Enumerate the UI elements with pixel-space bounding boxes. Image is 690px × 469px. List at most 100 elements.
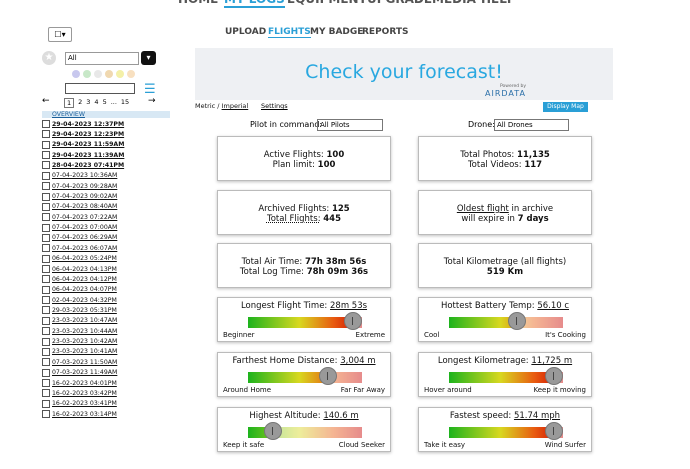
- checkbox[interactable]: [42, 316, 50, 325]
- log-item[interactable]: 29-04-2023 12:23PM: [42, 130, 124, 139]
- log-item[interactable]: 29-03-2023 05:31PM: [42, 306, 117, 315]
- gauge-knob[interactable]: [544, 367, 563, 385]
- log-item[interactable]: 16-02-2023 03:41PM: [42, 399, 117, 408]
- gauge-knob[interactable]: [544, 422, 563, 440]
- sub-nav-item[interactable]: UPLOAD: [225, 27, 267, 37]
- display-map-button[interactable]: Display Map: [543, 102, 588, 112]
- log-item[interactable]: 07-04-2023 08:40AM: [42, 202, 117, 211]
- page-link[interactable]: 3: [86, 98, 91, 106]
- checkbox[interactable]: [42, 389, 50, 398]
- checkbox[interactable]: [42, 130, 50, 139]
- log-item[interactable]: 23-03-2023 10:47AM: [42, 316, 117, 325]
- log-item[interactable]: 06-04-2023 05:24PM: [42, 254, 117, 263]
- checkbox[interactable]: [42, 296, 50, 305]
- log-item[interactable]: 29-04-2023 11:39AM: [42, 151, 124, 160]
- top-nav-item[interactable]: HOME: [178, 0, 218, 6]
- checkbox[interactable]: [42, 399, 50, 408]
- checkbox[interactable]: [42, 254, 50, 263]
- log-item[interactable]: 29-04-2023 12:37PM: [42, 120, 124, 128]
- search-input[interactable]: [65, 83, 135, 94]
- log-item[interactable]: 16-02-2023 04:01PM: [42, 379, 117, 387]
- checkbox[interactable]: [42, 379, 50, 387]
- checkbox[interactable]: [42, 275, 50, 284]
- checkbox[interactable]: [42, 306, 50, 315]
- checkbox[interactable]: [42, 368, 50, 377]
- log-item[interactable]: 06-04-2023 04:12PM: [42, 275, 117, 284]
- checkbox[interactable]: [42, 347, 50, 356]
- log-item[interactable]: 02-04-2023 04:32PM: [42, 296, 117, 305]
- log-item[interactable]: 07-03-2023 11:49AM: [42, 368, 117, 377]
- log-item[interactable]: 07-04-2023 09:28AM: [42, 182, 117, 191]
- stat-value: 78h 09m 36s: [306, 266, 369, 277]
- log-item[interactable]: 23-03-2023 10:41AM: [42, 347, 117, 356]
- page-link[interactable]: 1: [64, 98, 75, 108]
- page-link[interactable]: 4: [94, 98, 99, 106]
- next-arrow[interactable]: →: [148, 96, 156, 106]
- log-item[interactable]: 07-04-2023 06:29AM: [42, 233, 117, 242]
- checkbox[interactable]: [42, 171, 50, 180]
- top-nav-item[interactable]: UPGRADE: [367, 0, 432, 6]
- link[interactable]: Oldest flight: [456, 204, 509, 214]
- page-link[interactable]: ...: [110, 98, 117, 106]
- gauge-knob[interactable]: [264, 422, 283, 440]
- checkbox[interactable]: [42, 192, 50, 201]
- sub-nav-item[interactable]: MY BADGE: [310, 27, 364, 37]
- checkbox[interactable]: [42, 182, 50, 191]
- checkbox[interactable]: [42, 285, 50, 294]
- checkbox[interactable]: [42, 202, 50, 211]
- pilot-select[interactable]: All Pilots: [317, 119, 383, 131]
- prev-arrow[interactable]: ←: [42, 96, 50, 106]
- top-nav-item[interactable]: HELP: [481, 0, 516, 6]
- top-nav-item[interactable]: EQUIPMENT: [287, 0, 367, 6]
- checkbox[interactable]: [42, 337, 50, 346]
- metric[interactable]: Metric: [195, 102, 216, 110]
- dropdown-button[interactable]: ▾: [141, 51, 156, 65]
- checkbox[interactable]: [42, 223, 50, 232]
- banner[interactable]: Check your forecast! Powered by AIRDATA: [195, 48, 613, 100]
- select-all[interactable]: ☐▾: [48, 27, 72, 42]
- log-item[interactable]: 16-02-2023 03:14PM: [42, 410, 117, 419]
- log-item[interactable]: 16-02-2023 03:42PM: [42, 389, 117, 398]
- checkbox[interactable]: [42, 244, 50, 253]
- page-link[interactable]: 5: [102, 98, 107, 106]
- log-item[interactable]: 07-03-2023 11:50AM: [42, 358, 117, 367]
- log-item[interactable]: 06-04-2023 04:13PM: [42, 265, 117, 274]
- gauge-knob[interactable]: [343, 312, 362, 330]
- drone-select[interactable]: All Drones: [494, 119, 569, 131]
- overview[interactable]: OVERVIEW: [42, 111, 170, 118]
- checkbox[interactable]: [42, 233, 50, 242]
- menu-icon[interactable]: ☰: [144, 82, 156, 97]
- log-item[interactable]: 07-04-2023 09:02AM: [42, 192, 117, 201]
- page-link[interactable]: 2: [78, 98, 83, 106]
- checkbox[interactable]: [42, 140, 50, 149]
- checkbox[interactable]: [42, 161, 50, 170]
- checkbox[interactable]: [42, 358, 50, 367]
- sub-nav-item[interactable]: REPORTS: [362, 27, 409, 37]
- sub-nav-item[interactable]: FLIGHTS: [268, 27, 311, 38]
- filter-select[interactable]: All: [65, 52, 139, 65]
- log-item[interactable]: 07-04-2023 10:36AM: [42, 171, 117, 180]
- checkbox[interactable]: [42, 410, 50, 419]
- log-item[interactable]: 28-04-2023 07:41PM: [42, 161, 124, 170]
- checkbox[interactable]: [42, 213, 50, 222]
- gauge-high: Far Far Away: [340, 386, 385, 394]
- log-item[interactable]: 23-03-2023 10:42AM: [42, 337, 117, 346]
- settings-link[interactable]: Settings: [261, 102, 288, 110]
- log-item[interactable]: 06-04-2023 04:07PM: [42, 285, 117, 294]
- log-item[interactable]: 29-04-2023 11:59AM: [42, 140, 124, 149]
- log-item[interactable]: 07-04-2023 07:22AM: [42, 213, 117, 222]
- checkbox[interactable]: [42, 120, 50, 128]
- page-link[interactable]: 15: [120, 98, 130, 106]
- log-item[interactable]: 23-03-2023 10:44AM: [42, 327, 117, 336]
- star-button[interactable]: ★: [42, 51, 56, 65]
- log-item[interactable]: 07-04-2023 07:00AM: [42, 223, 117, 232]
- checkbox[interactable]: [42, 327, 50, 336]
- gauge-knob[interactable]: [508, 312, 527, 330]
- checkbox[interactable]: [42, 151, 50, 160]
- imperial[interactable]: Imperial: [221, 102, 249, 110]
- checkbox[interactable]: [42, 265, 50, 274]
- top-nav-item[interactable]: MEDIA: [432, 0, 476, 6]
- log-item[interactable]: 07-04-2023 06:07AM: [42, 244, 117, 253]
- gauge-knob[interactable]: [318, 367, 337, 385]
- top-nav-item[interactable]: MY LOGS: [224, 0, 285, 8]
